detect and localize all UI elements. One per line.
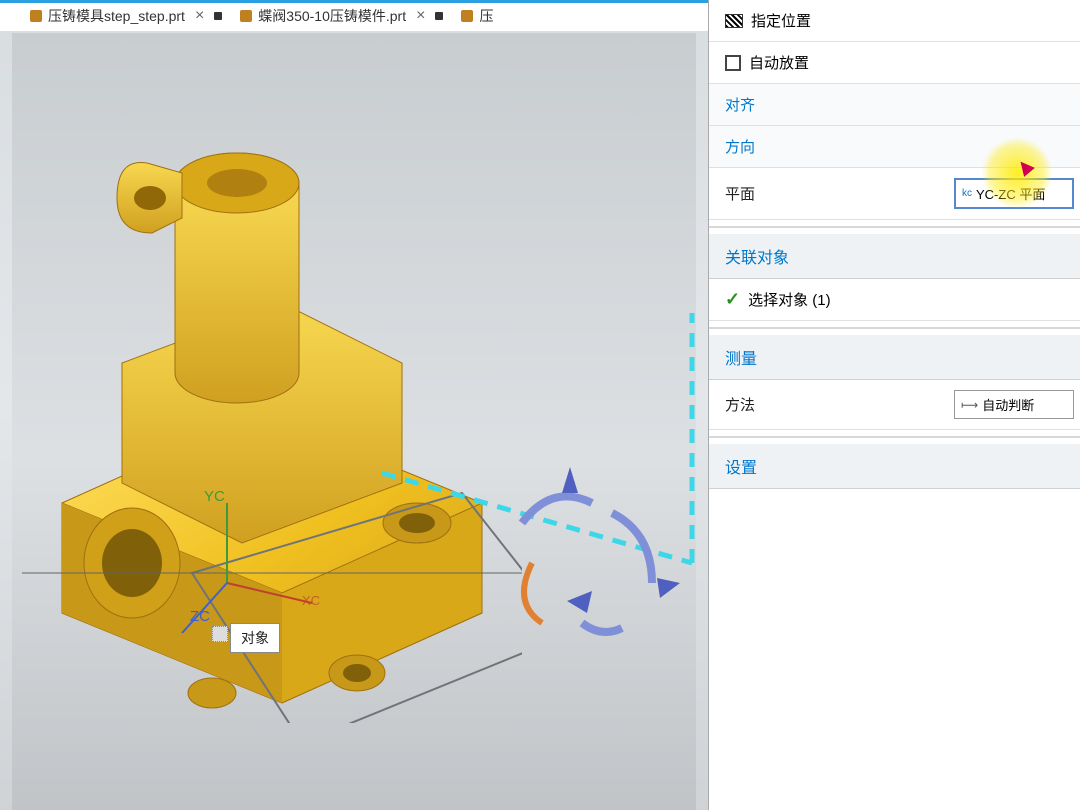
axis-label-xc: XC (302, 593, 320, 608)
measure-header[interactable]: 测量 (709, 335, 1080, 380)
tab-label: 压铸模具step_step.prt (48, 6, 185, 26)
part-icon (30, 10, 42, 22)
auto-place-label: 自动放置 (749, 52, 809, 73)
axis-label-yc: YC (204, 488, 225, 505)
tooltip-icon (212, 626, 228, 642)
select-object-label: 选择对象 (1) (748, 289, 831, 310)
specify-location-row[interactable]: 指定位置 (709, 0, 1080, 42)
align-label: 对齐 (725, 94, 755, 115)
related-objects-label: 关联对象 (725, 244, 789, 268)
align-row[interactable]: 对齐 (709, 84, 1080, 126)
check-icon: ✓ (725, 289, 740, 310)
method-dropdown[interactable]: ⟼ 自动判断 (954, 390, 1074, 419)
plane-prefix-icon: kc (962, 188, 972, 199)
plane-dropdown[interactable]: kc YC-ZC 平面 (954, 178, 1074, 209)
properties-panel: 指定位置 自动放置 对齐 方向 平面 kc YC-ZC 平面 关联对象 ✓ 选择… (708, 0, 1080, 810)
plane-label: 平面 (725, 183, 755, 204)
dirty-indicator (435, 12, 443, 20)
tab-3[interactable]: 压 (461, 6, 493, 26)
settings-label: 设置 (725, 454, 757, 478)
tab-2[interactable]: 蝶阀350-10压铸模件.prt × (240, 6, 443, 26)
related-objects-header[interactable]: 关联对象 (709, 234, 1080, 279)
method-label: 方法 (725, 394, 755, 415)
3d-canvas[interactable]: YC ZC XC 对象 (12, 33, 696, 810)
specify-location-label: 指定位置 (751, 10, 811, 31)
auto-place-row[interactable]: 自动放置 (709, 42, 1080, 84)
dirty-indicator (214, 12, 222, 20)
part-icon (240, 10, 252, 22)
tab-label: 压 (479, 6, 493, 26)
hover-tooltip: 对象 (230, 623, 280, 653)
direction-label: 方向 (725, 136, 755, 157)
method-row: 方法 ⟼ 自动判断 (709, 380, 1080, 430)
tab-close-icon[interactable]: × (195, 7, 204, 25)
tab-1[interactable]: 压铸模具step_step.prt × (30, 6, 222, 26)
settings-header[interactable]: 设置 (709, 444, 1080, 489)
measure-label: 测量 (725, 345, 757, 369)
3d-viewport[interactable]: 压铸模具step_step.prt × 蝶阀350-10压铸模件.prt × 压 (0, 0, 708, 810)
tab-label: 蝶阀350-10压铸模件.prt (258, 6, 406, 26)
flag-icon (725, 14, 743, 28)
select-object-row[interactable]: ✓ 选择对象 (1) (709, 279, 1080, 321)
file-tabs: 压铸模具step_step.prt × 蝶阀350-10压铸模件.prt × 压 (0, 1, 708, 31)
divider (709, 327, 1080, 329)
divider (709, 436, 1080, 438)
method-icon: ⟼ (961, 398, 978, 412)
manipulator-triad[interactable] (492, 463, 692, 643)
plane-value: YC-ZC 平面 (976, 184, 1045, 203)
selection-plane-edges (12, 33, 708, 810)
method-value: 自动判断 (982, 395, 1034, 414)
axis-label-zc: ZC (190, 608, 210, 625)
tab-close-icon[interactable]: × (416, 7, 425, 25)
part-icon (461, 10, 473, 22)
divider (709, 226, 1080, 228)
auto-place-checkbox[interactable] (725, 55, 741, 71)
